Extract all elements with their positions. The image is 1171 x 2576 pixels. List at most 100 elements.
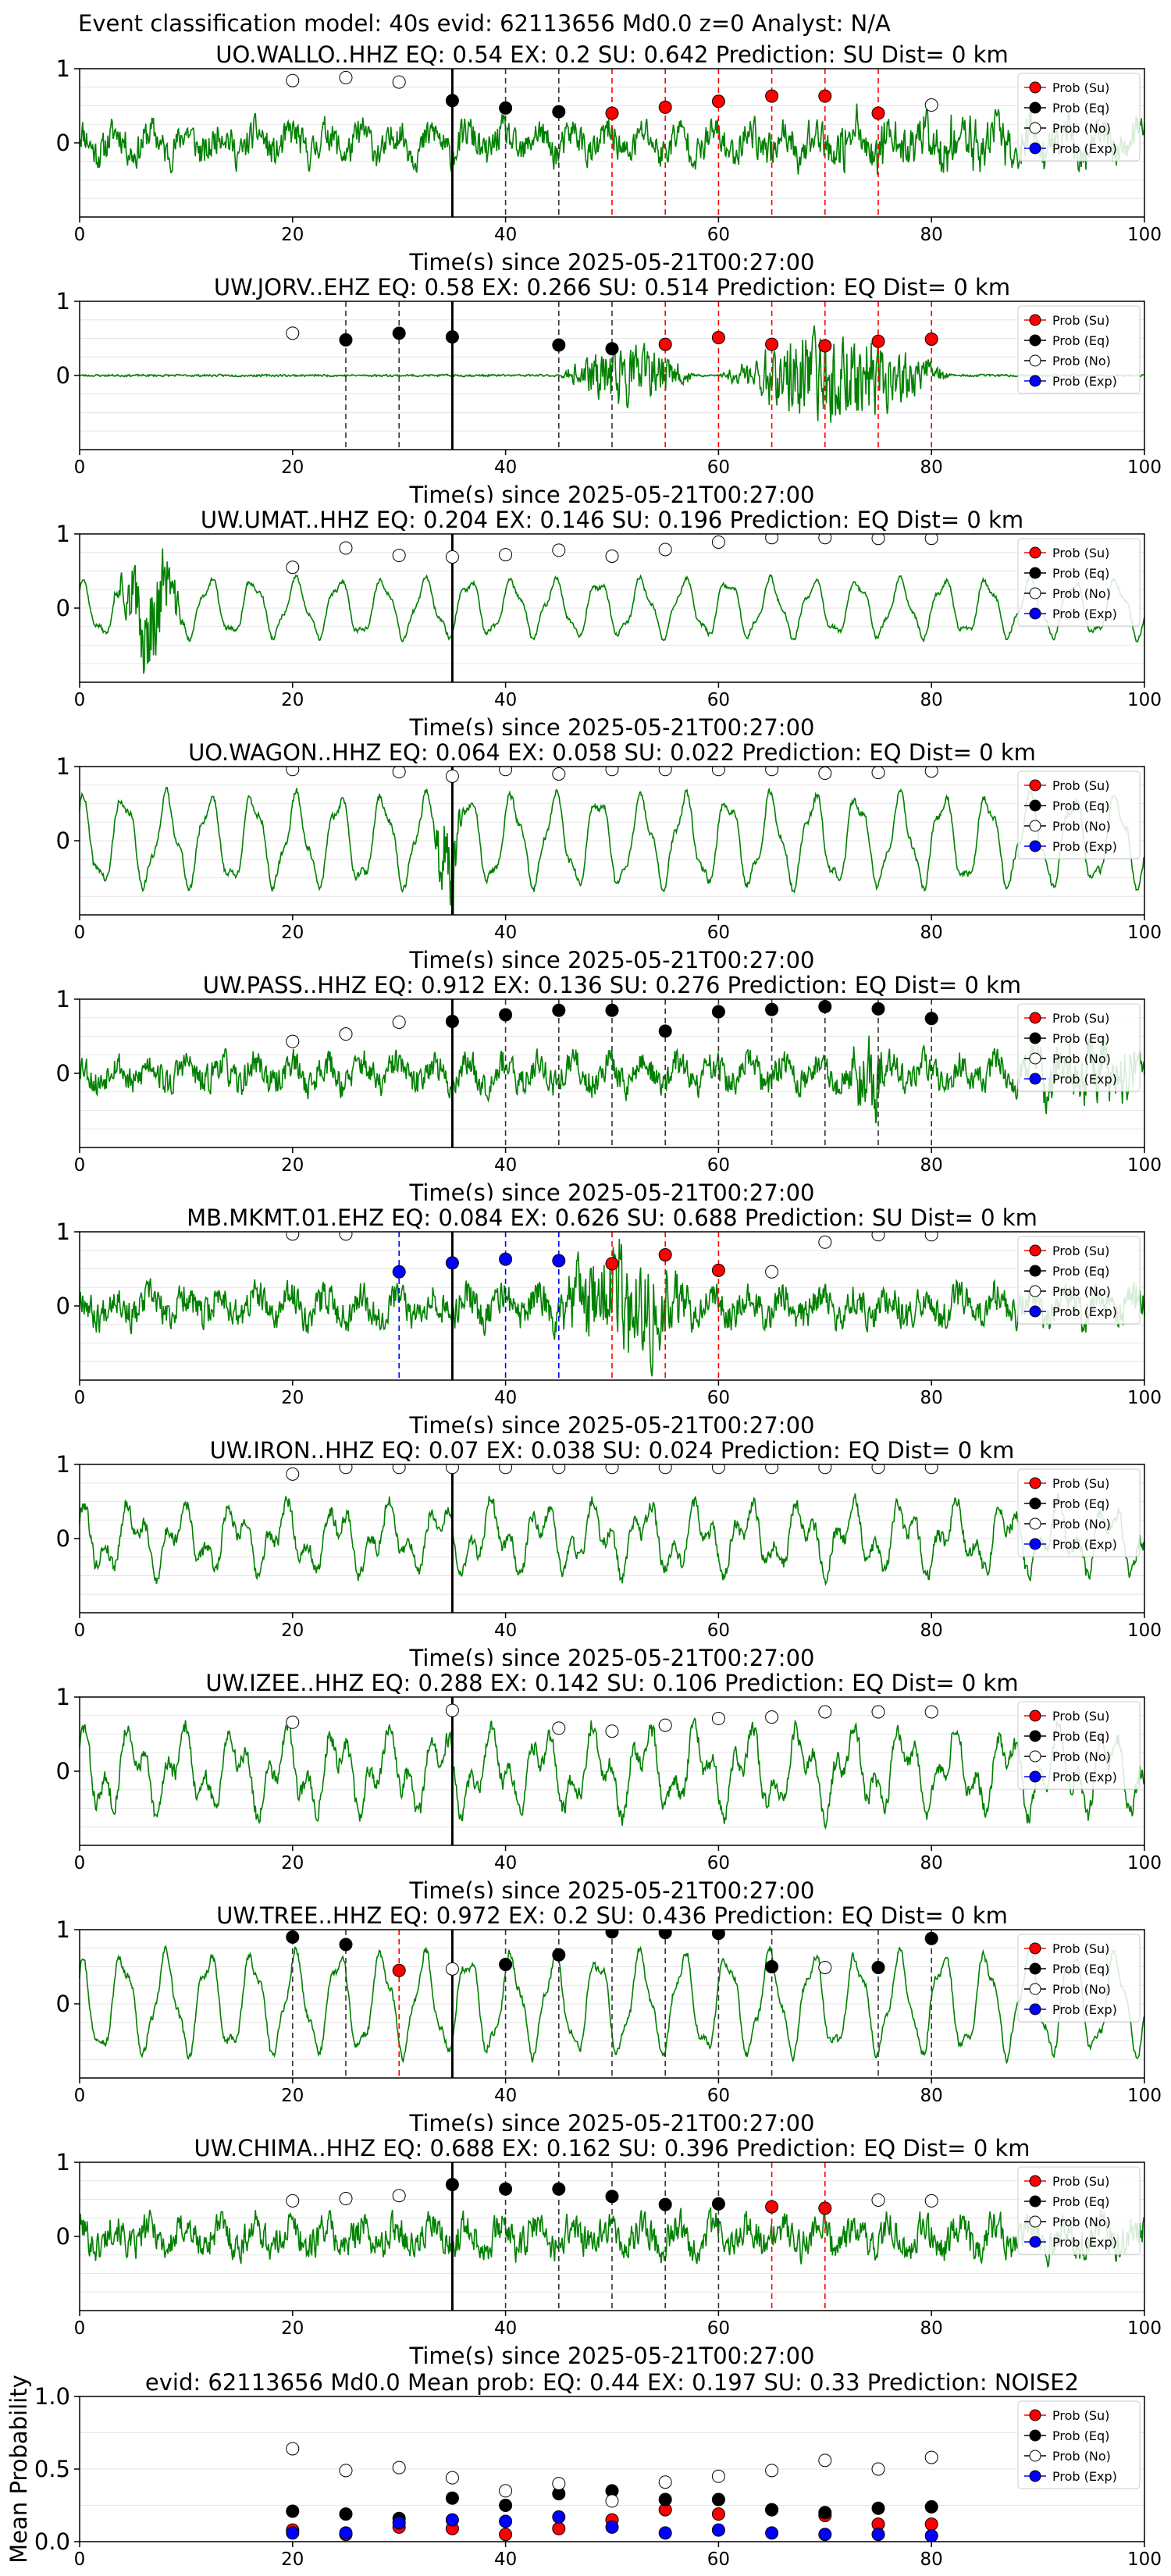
legend-marker-no <box>1029 2450 1041 2462</box>
x-tick-label: 100 <box>1127 2086 1162 2106</box>
legend-label-su: Prob (Su) <box>1052 313 1109 328</box>
legend-label-su: Prob (Su) <box>1052 1476 1109 1491</box>
mean-point-exp <box>658 2526 672 2540</box>
x-tick-label: 100 <box>1127 1621 1162 1641</box>
legend-marker-su <box>1029 81 1041 94</box>
mask <box>78 2131 1146 2162</box>
prob-point-eq <box>445 94 459 108</box>
x-tick-label: 80 <box>920 923 943 943</box>
legend-label-exp: Prob (Exp) <box>1052 607 1117 621</box>
mean-point-exp <box>924 2529 938 2543</box>
prob-point-no <box>818 767 832 781</box>
legend-frame <box>1017 1236 1141 1325</box>
y-tick-label: 0 <box>56 1293 70 1319</box>
mask <box>78 503 1146 534</box>
x-tick-label: 80 <box>920 1853 943 1873</box>
x-tick-label: 0 <box>74 1621 86 1641</box>
prob-point-su <box>658 337 672 351</box>
prob-point-no <box>605 550 619 563</box>
legend: Prob (Su) Prob (Eq) Prob (No) Prob (Exp) <box>1017 770 1141 859</box>
mask <box>78 1613 1146 1631</box>
y-tick-label: 0 <box>56 1525 70 1552</box>
mean-point-exp <box>871 2528 885 2542</box>
legend-label-exp: Prob (Exp) <box>1052 2469 1117 2484</box>
station-panel: UO.WAGON..HHZ EQ: 0.064 EX: 0.058 SU: 0.… <box>56 735 1162 973</box>
prob-point-no <box>818 1960 832 1974</box>
prob-point-no <box>924 98 938 112</box>
mean-point-no <box>499 2484 513 2498</box>
prob-point-eq <box>499 101 513 115</box>
x-tick-label: 100 <box>1127 225 1162 245</box>
legend-label-eq: Prob (Eq) <box>1052 799 1109 813</box>
prob-point-eq <box>552 105 566 119</box>
mean-point-eq <box>499 2499 513 2512</box>
prob-point-su <box>871 334 885 348</box>
prob-point-eq <box>339 1937 353 1952</box>
x-tick-label: 40 <box>494 1388 517 1408</box>
legend-label-exp: Prob (Exp) <box>1052 1537 1117 1552</box>
mean-point-no <box>445 2471 459 2485</box>
x-tick-label: 20 <box>281 2086 304 2106</box>
station-panel: UW.UMAT..HHZ EQ: 0.204 EX: 0.146 SU: 0.1… <box>56 503 1162 741</box>
legend-label-su: Prob (Su) <box>1052 80 1109 95</box>
mean-point-exp <box>286 2526 300 2540</box>
x-tick-label: 100 <box>1127 2318 1162 2339</box>
x-tick-label: 20 <box>281 2318 304 2339</box>
mean-point-eq <box>711 2492 725 2507</box>
prob-point-su <box>924 332 938 346</box>
legend-marker-exp <box>1029 840 1041 852</box>
x-tick-label: 40 <box>494 1621 517 1641</box>
legend-marker-exp <box>1029 1073 1041 1085</box>
prob-point-no <box>871 2193 885 2207</box>
legend-label-eq: Prob (Eq) <box>1052 1264 1109 1279</box>
mean-point-no <box>286 2442 300 2456</box>
prob-point-no <box>445 769 459 783</box>
prob-point-eq <box>499 1008 513 1022</box>
mask <box>78 915 1146 934</box>
mean-point-no <box>552 2477 566 2491</box>
prob-point-eq <box>445 330 459 344</box>
mean-point-eq <box>871 2501 885 2515</box>
x-tick-label: 60 <box>707 1155 730 1176</box>
prob-point-no <box>711 1712 725 1726</box>
prob-point-no <box>871 766 885 780</box>
mean-point-eq <box>924 2500 938 2514</box>
x-tick-label: 20 <box>281 1388 304 1408</box>
mean-point-exp <box>818 2528 832 2542</box>
legend-frame <box>1017 305 1141 394</box>
legend-frame <box>1017 538 1141 627</box>
mean-point-no <box>392 2460 406 2475</box>
legend-label-eq: Prob (Eq) <box>1052 1496 1109 1511</box>
prob-point-eq <box>286 1930 300 1944</box>
mask <box>78 37 1146 69</box>
mask <box>78 2365 1146 2396</box>
mask <box>78 1845 1146 1864</box>
prob-point-no <box>286 1034 300 1048</box>
legend-label-no: Prob (No) <box>1052 1284 1111 1299</box>
panel-title: UO.WAGON..HHZ EQ: 0.064 EX: 0.058 SU: 0.… <box>188 739 1036 766</box>
y-tick-label: 0 <box>56 1060 70 1087</box>
prob-point-no <box>445 1703 459 1717</box>
legend-marker-eq <box>1029 1497 1041 1510</box>
panel-title: UW.UMAT..HHZ EQ: 0.204 EX: 0.146 SU: 0.1… <box>201 507 1023 533</box>
legend-marker-no <box>1029 1750 1041 1763</box>
prob-point-eq <box>924 1931 938 1945</box>
panels: UO.WALLO..HHZ EQ: 0.54 EX: 0.2 SU: 0.642… <box>5 37 1162 2570</box>
legend-marker-eq <box>1029 799 1041 812</box>
station-panel: MB.MKMT.01.EHZ EQ: 0.084 EX: 0.626 SU: 0… <box>56 1201 1162 1439</box>
station-panel: UW.TREE..HHZ EQ: 0.972 EX: 0.2 SU: 0.436… <box>56 1898 1162 2137</box>
x-tick-label: 40 <box>494 2549 517 2570</box>
legend-marker-eq <box>1029 1962 1041 1975</box>
legend-marker-eq <box>1029 567 1041 579</box>
legend-marker-exp <box>1029 142 1041 155</box>
legend-marker-su <box>1029 1477 1041 1489</box>
prob-point-su <box>658 100 672 114</box>
y-tick-label: 0 <box>56 827 70 854</box>
prob-point-eq <box>924 1012 938 1026</box>
legend: Prob (Su) Prob (Eq) Prob (No) Prob (Exp) <box>1017 73 1141 162</box>
waveform-trace <box>79 1239 1145 1377</box>
prob-point-exp <box>445 1256 459 1270</box>
mean-point-exp <box>552 2510 566 2524</box>
station-panel: UW.CHIMA..HHZ EQ: 0.688 EX: 0.162 SU: 0.… <box>56 2131 1162 2369</box>
mean-point-eq <box>658 2492 672 2507</box>
